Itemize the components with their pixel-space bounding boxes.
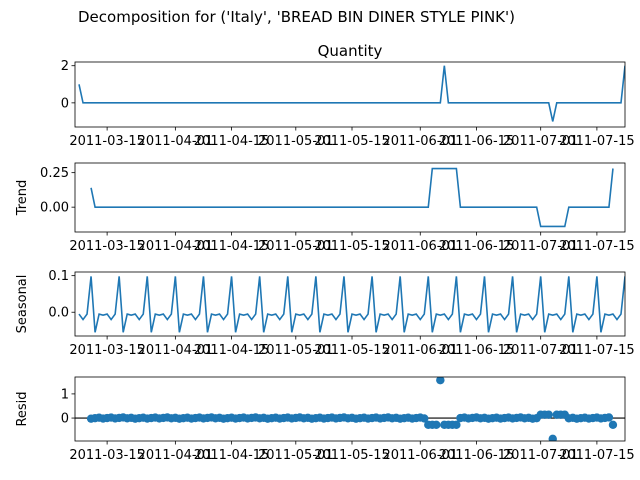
y-axis-label: Resid — [15, 391, 30, 426]
x-tick-label: 2011-04-01 — [138, 239, 214, 254]
y-tick-label: 0.0 — [48, 306, 69, 321]
y-tick-label: 0.1 — [48, 269, 69, 284]
panel-1: Quantity 0 2 2011-03-152011-04-012011-04-15… — [61, 42, 635, 149]
x-tick-label: 2011-03-15 — [69, 134, 145, 149]
x-tick-label: 2011-04-15 — [194, 239, 270, 254]
x-tick-label: 2011-04-01 — [138, 343, 214, 358]
x-tick-label: 2011-04-15 — [194, 343, 270, 358]
x-tick-label: 2011-06-15 — [439, 343, 515, 358]
y-axis-label: Trend — [15, 180, 30, 217]
x-tick-label: 2011-07-15 — [559, 239, 635, 254]
resid-point — [420, 414, 429, 423]
x-tick-label: 2011-04-15 — [194, 448, 270, 463]
series-line — [78, 65, 625, 122]
axes-frame — [74, 162, 626, 233]
x-tick-label: 2011-07-15 — [559, 343, 635, 358]
resid-point — [544, 410, 553, 419]
y-tick-label: 0.00 — [40, 201, 69, 216]
axes-frame — [74, 61, 626, 128]
figure-suptitle: Decomposition for ('Italy', 'BREAD BIN D… — [78, 8, 515, 26]
resid-point — [604, 413, 614, 422]
x-tick-label: 2011-06-15 — [439, 448, 515, 463]
x-tick-label: 2011-07-01 — [503, 134, 579, 149]
x-tick-label: 2011-05-15 — [314, 239, 390, 254]
panel-4: Resid 012011-03-152011-04-012011-04-15201… — [15, 376, 635, 463]
x-tick-label: 2011-05-01 — [258, 134, 334, 149]
y-tick-label: 0.25 — [40, 166, 69, 181]
y-tick-label: 0 — [61, 412, 69, 427]
plot-area — [75, 377, 625, 441]
panel-3: Seasonal 0.00.12011-03-152011-04-012011-0… — [15, 269, 635, 358]
x-tick-label: 2011-03-15 — [69, 343, 145, 358]
y-axis-label: Seasonal — [15, 275, 30, 334]
x-tick-label: 2011-05-01 — [258, 448, 334, 463]
x-tick-label: 2011-06-01 — [382, 239, 458, 254]
x-tick-label: 2011-07-15 — [559, 448, 635, 463]
x-tick-label: 2011-04-01 — [138, 134, 214, 149]
x-tick-label: 2011-06-01 — [382, 343, 458, 358]
x-tick-label: 2011-05-01 — [258, 239, 334, 254]
series-line — [90, 167, 614, 228]
x-tick-label: 2011-04-01 — [138, 448, 214, 463]
x-tick-label: 2011-07-01 — [503, 239, 579, 254]
x-tick-label: 2011-07-01 — [503, 448, 579, 463]
resid-point — [436, 377, 445, 385]
axes-frame — [74, 271, 626, 337]
plot-area — [90, 167, 614, 228]
y-tick-label: 0 — [61, 96, 69, 111]
axes-frame — [74, 376, 626, 442]
x-tick-label: 2011-04-15 — [194, 134, 270, 149]
x-tick-label: 2011-03-15 — [69, 239, 145, 254]
x-tick-label: 2011-06-01 — [382, 448, 458, 463]
x-tick-label: 2011-03-15 — [69, 448, 145, 463]
x-tick-label: 2011-05-15 — [314, 134, 390, 149]
x-tick-label: 2011-07-15 — [559, 134, 635, 149]
resid-point — [432, 420, 441, 430]
x-tick-label: 2011-06-15 — [439, 134, 515, 149]
x-tick-label: 2011-06-15 — [439, 239, 515, 254]
resid-point — [452, 420, 461, 430]
x-tick-label: 2011-05-15 — [314, 343, 390, 358]
panel-2: Trend 0.00 0.25 2011-03-152011-04-012011-04… — [15, 162, 635, 254]
resid-point — [608, 420, 618, 430]
panel-title: Quantity — [318, 42, 383, 60]
panels: Quantity022011-03-152011-04-012011-04-15… — [15, 42, 635, 463]
x-tick-label: 2011-06-01 — [382, 134, 458, 149]
x-tick-label: 2011-05-01 — [258, 343, 334, 358]
x-tick-label: 2011-05-15 — [314, 448, 390, 463]
plot-area — [78, 276, 625, 333]
y-tick-label: 2 — [61, 59, 69, 74]
seasonal-line — [78, 276, 625, 333]
resid-point — [548, 434, 557, 441]
y-tick-label: 1 — [61, 387, 69, 402]
x-tick-label: 2011-07-01 — [503, 343, 579, 358]
plot-area — [78, 65, 625, 122]
